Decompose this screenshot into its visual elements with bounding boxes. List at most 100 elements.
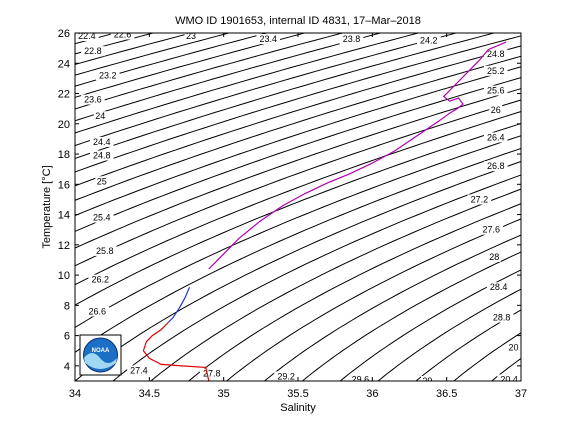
y-tick-label: 12 bbox=[58, 240, 70, 252]
x-tick-label: 36.5 bbox=[436, 388, 457, 400]
density-contour-line bbox=[301, 251, 521, 381]
density-contour-line bbox=[75, 55, 521, 201]
y-tick-label: 26 bbox=[58, 28, 70, 40]
density-contour-label: 27.6 bbox=[483, 225, 501, 235]
density-contour-label: 27.2 bbox=[471, 194, 489, 204]
density-contour-label: 23.6 bbox=[84, 95, 102, 105]
density-contour-label: 23.4 bbox=[260, 34, 278, 44]
density-contour-label-bg bbox=[75, 33, 99, 42]
density-contour-label-bg bbox=[497, 374, 521, 381]
density-contour-line bbox=[0, 18, 22, 396]
density-contour-line bbox=[75, 35, 521, 173]
y-axis: 4 6 8 10 12 14 16 18 20 22 24 26 bbox=[58, 28, 521, 373]
profile-line-2 bbox=[208, 41, 507, 270]
density-contour-line bbox=[187, 203, 521, 381]
y-tick-label: 10 bbox=[58, 270, 70, 282]
density-contour-line bbox=[377, 288, 521, 381]
density-contour-label: 26.6 bbox=[89, 306, 107, 316]
chart-title: WMO ID 1901653, internal ID 4831, 17–Mar… bbox=[175, 15, 421, 27]
density-contour-label-bg bbox=[274, 371, 298, 381]
density-contour-line bbox=[75, 33, 496, 159]
density-contour-label-bg bbox=[483, 65, 508, 76]
density-contour-label-bg bbox=[110, 33, 135, 40]
density-contour-label: 22.4 bbox=[78, 31, 96, 41]
y-tick-label: 14 bbox=[58, 210, 70, 222]
density-contour-label-bg bbox=[489, 312, 514, 323]
density-contour-label-bg bbox=[256, 34, 281, 45]
density-contour-line bbox=[339, 269, 521, 381]
density-contour-label: 28.4 bbox=[490, 282, 508, 292]
density-contour-label-bg bbox=[85, 306, 110, 317]
density-contour-label-bg bbox=[489, 105, 503, 116]
x-tick-label: 35.5 bbox=[287, 388, 308, 400]
density-contour-line bbox=[75, 33, 383, 122]
density-contour-label-bg bbox=[89, 150, 114, 161]
y-tick-label: 4 bbox=[64, 361, 70, 373]
density-contour-label-bg bbox=[95, 70, 120, 81]
density-contour-label: 24.4 bbox=[93, 137, 111, 147]
noaa-wave-icon bbox=[84, 353, 117, 369]
density-contour-label: 25 bbox=[97, 176, 107, 186]
density-contour-label: 29.2 bbox=[277, 371, 295, 381]
density-contour-line bbox=[225, 218, 521, 381]
x-tick-label: 35 bbox=[218, 388, 230, 400]
density-contour-label-bg bbox=[483, 49, 508, 60]
density-contour-label: 27.8 bbox=[203, 368, 221, 378]
density-contour-label-bg bbox=[479, 224, 504, 235]
y-tick-label: 6 bbox=[64, 331, 70, 343]
density-contour-label-bg bbox=[507, 342, 520, 353]
density-contour-label: 26.8 bbox=[487, 161, 505, 171]
density-contour-label: 28.8 bbox=[493, 312, 511, 322]
density-contour-label: 24 bbox=[95, 111, 105, 121]
y-tick-label: 18 bbox=[58, 149, 70, 161]
density-contour-line bbox=[75, 99, 521, 267]
density-contour-line bbox=[75, 33, 421, 134]
density-contour-label-bg bbox=[127, 365, 151, 376]
density-contour-line bbox=[75, 33, 193, 65]
y-tick-label: 22 bbox=[58, 89, 70, 101]
density-contour-label: 28 bbox=[489, 252, 499, 262]
density-contour-label-bg bbox=[95, 176, 109, 187]
density-contour-line bbox=[75, 122, 521, 306]
density-contour-label: 23.2 bbox=[99, 70, 117, 80]
density-contour-label-bg bbox=[184, 33, 198, 42]
density-contour-label: 26 bbox=[491, 105, 501, 115]
density-contour-label: 25.6 bbox=[487, 85, 505, 95]
x-axis: 34 34.5 35 35.5 36 36.5 37 bbox=[69, 33, 527, 400]
density-contour-line bbox=[75, 33, 269, 87]
density-contour-label-bg bbox=[81, 46, 105, 57]
density-contour-label: 24.2 bbox=[420, 36, 438, 46]
density-contour-label: 22.8 bbox=[84, 46, 102, 56]
density-contour-label-bg bbox=[487, 251, 501, 262]
density-contour-line bbox=[75, 45, 521, 187]
density-contour-label: 25.2 bbox=[487, 66, 505, 76]
density-contour-label-bg bbox=[486, 282, 511, 293]
density-contour-label: 20.4 bbox=[500, 374, 518, 384]
density-contour-label: 22.6 bbox=[114, 30, 132, 40]
density-contour-labels: 22.4 22.8 23.2 23.6 24 24.4 24.8 25 25.4 25.8 26.2… bbox=[75, 30, 521, 384]
y-tick-label: 8 bbox=[64, 300, 70, 312]
density-contour-label: 24.8 bbox=[93, 151, 111, 161]
density-contour-label-bg bbox=[417, 35, 441, 46]
density-contour-label-bg bbox=[483, 132, 508, 143]
density-contour-line bbox=[550, 18, 576, 396]
density-contour-label-bg bbox=[93, 111, 107, 122]
density-contour-line bbox=[263, 234, 521, 381]
density-contour-label-bg bbox=[420, 376, 434, 381]
density-contour-line bbox=[75, 33, 345, 110]
density-contours bbox=[0, 18, 576, 396]
density-contour-line bbox=[75, 111, 521, 286]
density-contour-label-bg bbox=[88, 274, 113, 285]
profile-line-0 bbox=[142, 323, 210, 381]
density-contour-label-bg bbox=[89, 136, 114, 147]
density-contour-label-bg bbox=[199, 368, 224, 379]
density-contour-label: 29.6 bbox=[352, 374, 370, 384]
density-contour-label: 26.4 bbox=[487, 132, 505, 142]
density-contour-label-bg bbox=[348, 374, 373, 381]
x-tick-label: 36 bbox=[366, 388, 378, 400]
y-tick-label: 20 bbox=[58, 119, 70, 131]
density-contour-line bbox=[415, 309, 521, 381]
density-contour-label: 23.8 bbox=[343, 34, 361, 44]
density-contour-label-bg bbox=[81, 94, 105, 105]
profile-line-1 bbox=[166, 286, 191, 324]
